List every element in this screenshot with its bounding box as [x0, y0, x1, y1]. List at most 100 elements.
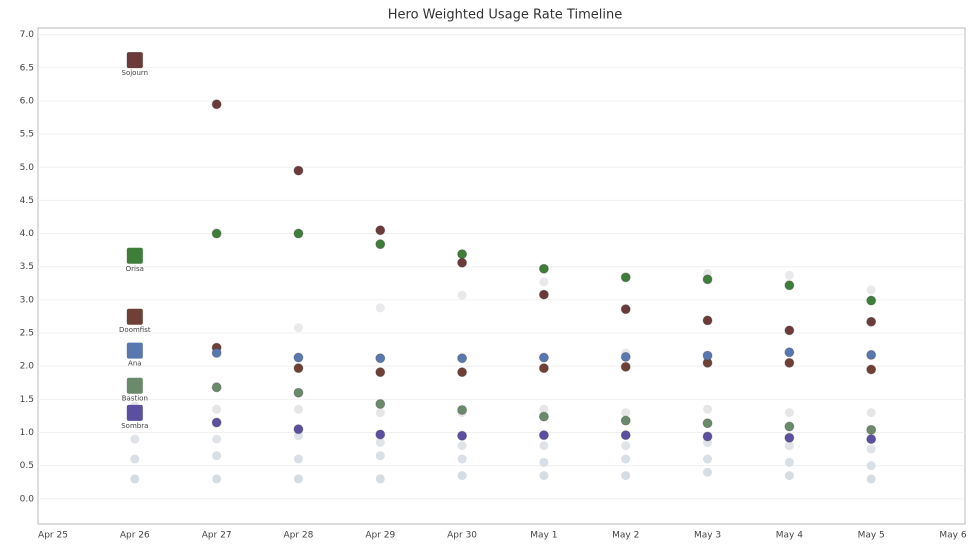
point	[784, 357, 795, 368]
x-tick-label: May 2	[612, 531, 639, 541]
point	[538, 352, 549, 363]
point	[539, 441, 549, 451]
point	[702, 431, 713, 442]
point	[539, 404, 549, 414]
point	[457, 367, 468, 378]
point	[539, 277, 549, 287]
point	[620, 272, 631, 283]
point	[211, 99, 222, 110]
plot-frame	[37, 27, 966, 525]
point	[784, 432, 795, 443]
x-tick-label: May 3	[694, 531, 721, 541]
point	[457, 404, 468, 415]
point	[212, 434, 222, 444]
hero-icon	[126, 247, 143, 264]
point	[293, 323, 303, 333]
point	[375, 451, 385, 461]
point	[620, 361, 631, 372]
hero-label: Bastion	[122, 395, 148, 403]
y-tick-label: 4.5	[20, 196, 34, 206]
point	[866, 461, 876, 471]
point	[375, 353, 386, 364]
point	[130, 474, 140, 484]
point	[784, 325, 795, 336]
point	[457, 353, 468, 364]
hero-icon	[126, 52, 143, 69]
point	[293, 352, 304, 363]
point	[375, 429, 386, 440]
point	[293, 387, 304, 398]
y-tick-label: 0.0	[20, 494, 35, 504]
point	[375, 303, 385, 313]
hero-label: Sojourn	[122, 69, 149, 77]
y-tick-label: 3.0	[20, 295, 35, 305]
point	[212, 474, 222, 484]
point	[457, 454, 467, 464]
point	[293, 474, 303, 484]
point	[784, 270, 794, 280]
point	[211, 228, 222, 239]
y-tick-label: 6.5	[20, 63, 34, 73]
chart-title: Hero Weighted Usage Rate Timeline	[388, 8, 622, 23]
x-tick-label: Apr 29	[365, 531, 395, 541]
y-tick-label: 2.5	[20, 329, 34, 339]
point	[866, 295, 877, 306]
point	[703, 404, 713, 414]
point	[211, 347, 222, 358]
point	[293, 165, 304, 176]
y-tick-label: 6.0	[20, 96, 35, 106]
hero-icon	[126, 342, 143, 359]
point	[375, 398, 386, 409]
y-tick-label: 1.0	[20, 428, 35, 438]
point	[784, 347, 795, 358]
point	[784, 421, 795, 432]
point	[538, 411, 549, 422]
x-tick-label: Apr 28	[284, 531, 314, 541]
point	[457, 441, 467, 451]
y-tick-label: 5.0	[20, 163, 35, 173]
point	[457, 290, 467, 300]
point	[211, 417, 222, 428]
y-tick-label: 0.5	[20, 461, 34, 471]
y-tick-label: 3.5	[20, 262, 34, 272]
point	[866, 349, 877, 360]
point	[457, 257, 468, 268]
point	[538, 430, 549, 441]
x-tick-label: May 1	[530, 531, 557, 541]
point	[538, 363, 549, 374]
y-tick-label: 1.5	[20, 395, 34, 405]
point	[866, 316, 877, 327]
point	[375, 408, 385, 418]
point	[702, 350, 713, 361]
point	[375, 437, 385, 447]
x-tick-label: May 5	[858, 531, 885, 541]
point	[702, 274, 713, 285]
point	[293, 404, 303, 414]
point	[457, 430, 468, 441]
point	[621, 471, 631, 481]
x-tick-label: May 4	[776, 531, 803, 541]
point	[539, 457, 549, 467]
point	[293, 363, 304, 374]
point	[784, 408, 794, 418]
x-tick-label: Apr 30	[447, 531, 477, 541]
point	[293, 454, 303, 464]
point	[375, 367, 386, 378]
x-tick-label: Apr 25	[38, 531, 68, 541]
hero-label: Orisa	[126, 265, 144, 273]
point	[621, 441, 631, 451]
point	[620, 415, 631, 426]
point	[702, 418, 713, 429]
y-tick-label: 7.0	[20, 30, 35, 40]
point	[539, 471, 549, 481]
point	[866, 424, 877, 435]
x-tick-label: Apr 27	[202, 531, 232, 541]
hero-icon	[126, 308, 143, 325]
point	[621, 454, 631, 464]
point	[212, 404, 222, 414]
point	[538, 289, 549, 300]
hero-label: Ana	[128, 360, 142, 368]
point	[293, 431, 303, 441]
hero-icon	[126, 404, 143, 421]
hero-label: Sombra	[121, 422, 148, 430]
